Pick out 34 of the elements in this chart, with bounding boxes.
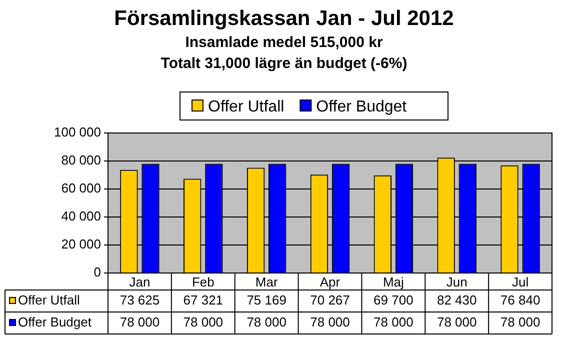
x-tick-label: Mar bbox=[255, 274, 278, 290]
y-tick-label: 60 000 bbox=[61, 180, 101, 196]
chart-subtitle: Insamlade medel 515,000 kr bbox=[185, 34, 383, 52]
x-tick-label: Jul bbox=[512, 274, 529, 290]
data-label: 67 321 bbox=[183, 292, 224, 308]
data-label: 75 169 bbox=[246, 292, 286, 308]
y-tick-label: 80 000 bbox=[61, 152, 101, 168]
text: Offer Budget bbox=[18, 314, 92, 330]
y-tick-label: 20 000 bbox=[61, 236, 101, 252]
x-tick-label: Maj bbox=[382, 274, 404, 290]
data-label: 78 000 bbox=[246, 314, 286, 330]
y-tick-label: 40 000 bbox=[61, 208, 101, 224]
y-tick-label: 0 bbox=[94, 264, 101, 280]
y-tick-label: 100 000 bbox=[54, 124, 101, 140]
data-label: 78 000 bbox=[310, 314, 350, 330]
x-tick-label: Feb bbox=[192, 274, 214, 290]
data-label: 70 267 bbox=[310, 292, 350, 308]
data-label: 69 700 bbox=[374, 292, 414, 308]
data-label: 78 000 bbox=[183, 314, 224, 330]
data-label: 76 840 bbox=[500, 292, 540, 308]
data-label: 73 625 bbox=[120, 292, 160, 308]
chart-title: Församlingskassan Jan - Jul 2012 bbox=[114, 6, 454, 30]
legend-label: Offer Budget bbox=[316, 98, 408, 116]
legend-label: Offer Utfall bbox=[208, 98, 284, 116]
data-label: 82 430 bbox=[436, 292, 477, 308]
data-label: 78 000 bbox=[500, 314, 540, 330]
text: Offer Utfall bbox=[18, 292, 80, 308]
data-label: 78 000 bbox=[374, 314, 414, 330]
text: Totalt 31,000 lägre än budget (-6%) bbox=[160, 55, 408, 72]
x-tick-label: Jan bbox=[129, 274, 150, 290]
data-label: 78 000 bbox=[120, 314, 160, 330]
x-tick-label: Apr bbox=[320, 274, 341, 290]
data-label: 78 000 bbox=[436, 314, 477, 330]
x-tick-label: Jun bbox=[446, 274, 468, 290]
